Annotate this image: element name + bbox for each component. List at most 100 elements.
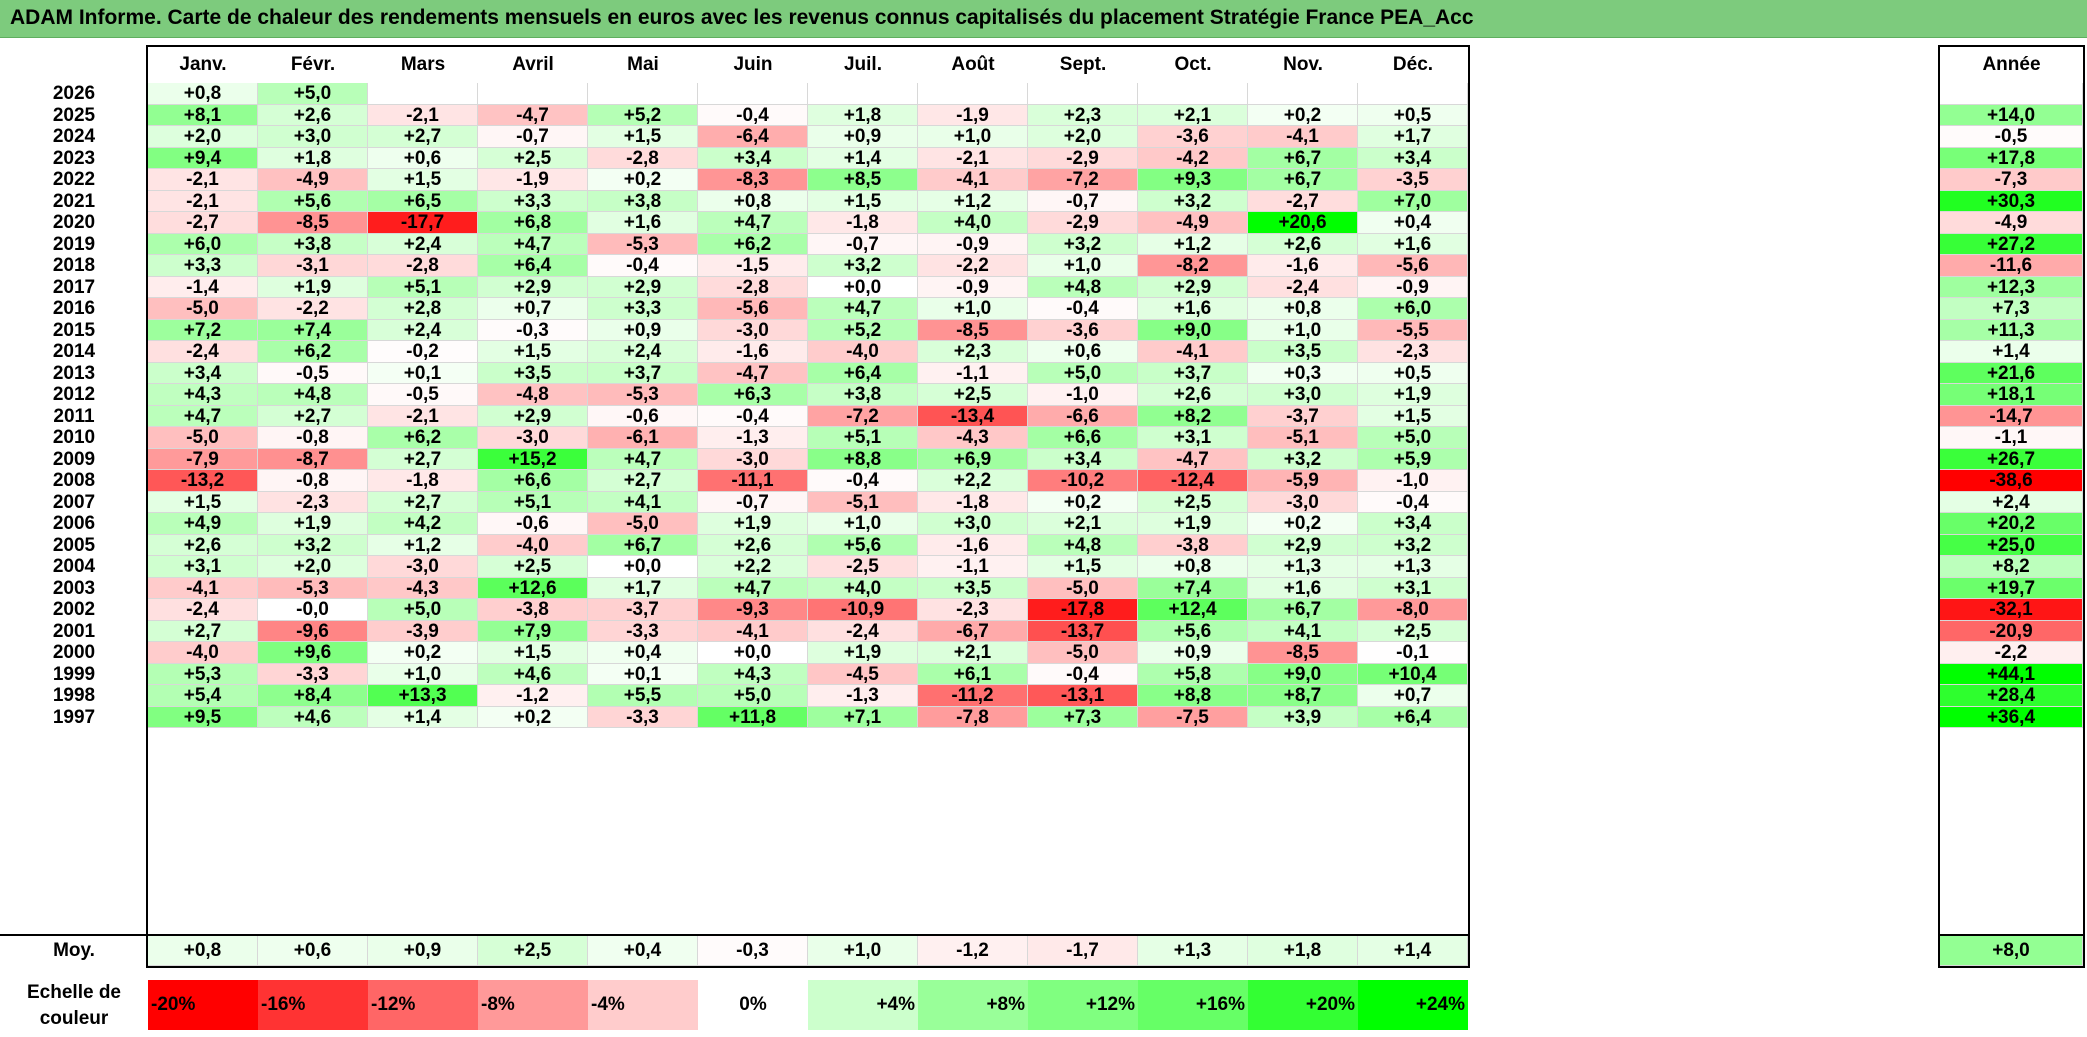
heatmap-cell-2000-mars: +0,2 — [368, 642, 478, 664]
heatmap-cell-2016-avril: +0,7 — [478, 298, 588, 320]
heatmap-cell-2014-oct: -4,1 — [1138, 341, 1248, 363]
heatmap-cell-2015-oct: +9,0 — [1138, 319, 1248, 341]
heatmap-cell-2026-avril — [478, 83, 588, 105]
heatmap-cell-2006-mai: -5,0 — [588, 513, 698, 535]
heatmap-cell-2001-juil: -2,4 — [808, 620, 918, 642]
average-cell-fevr: +0,6 — [258, 936, 368, 966]
color-scale-swatch-plusminus-24pct: +24% — [1358, 980, 1468, 1030]
heatmap-cell-2022-avril: -1,9 — [478, 169, 588, 191]
color-scale-swatch-plusminus-12pct: +12% — [1028, 980, 1138, 1030]
heatmap-cell-2011-sept: -6,6 — [1028, 405, 1138, 427]
heatmap-cell-2021-sept: -0,7 — [1028, 190, 1138, 212]
heatmap-cell-2009-aout: +6,9 — [918, 448, 1028, 470]
heatmap-cell-2017-oct: +2,9 — [1138, 276, 1248, 298]
heatmap-cell-2016-juil: +4,7 — [808, 298, 918, 320]
heatmap-cell-2002-fevr: -0,0 — [258, 599, 368, 621]
heatmap-cell-2007-juil: -5,1 — [808, 491, 918, 513]
heatmap-cell-1999-mai: +0,1 — [588, 663, 698, 685]
heatmap-cell-1997-dec: +6,4 — [1358, 706, 1468, 728]
heatmap-cell-2007-juin: -0,7 — [698, 491, 808, 513]
annual-cell-1999: +44,1 — [1940, 663, 2083, 685]
heatmap-cell-2021-dec: +7,0 — [1358, 190, 1468, 212]
year-label-2025: 2025 — [52, 104, 96, 126]
column-header-avril: Avril — [512, 54, 554, 75]
heatmap-cell-1999-avril: +4,6 — [478, 663, 588, 685]
heatmap-cell-2012-mars: -0,5 — [368, 384, 478, 406]
heatmap-cell-2008-aout: +2,2 — [918, 470, 1028, 492]
heatmap-cell-2001-juin: -4,1 — [698, 620, 808, 642]
heatmap-cell-2020-mars: -17,7 — [368, 212, 478, 234]
year-label-2014: 2014 — [52, 341, 96, 362]
heatmap-cell-2025-mai: +5,2 — [588, 104, 698, 126]
annual-cell-2002: -32,1 — [1940, 599, 2083, 621]
average-separator-line-annual — [1940, 934, 2083, 936]
year-label-2016: 2016 — [52, 298, 96, 319]
year-label-2006: 2006 — [52, 513, 96, 534]
heatmap-cell-2017-mai: +2,9 — [588, 276, 698, 298]
heatmap-cell-2013-mars: +0,1 — [368, 362, 478, 384]
heatmap-cell-2013-fevr: -0,5 — [258, 362, 368, 384]
heatmap-cell-2009-avril: +15,2 — [478, 448, 588, 470]
heatmap-cell-2006-juin: +1,9 — [698, 513, 808, 535]
heatmap-cell-2006-dec: +3,4 — [1358, 513, 1468, 535]
year-label-2021: 2021 — [52, 190, 96, 212]
heatmap-cell-2015-aout: -8,5 — [918, 319, 1028, 341]
heatmap-cell-2009-juil: +8,8 — [808, 448, 918, 470]
heatmap-cell-2024-avril: -0,7 — [478, 126, 588, 148]
heatmap-cell-1999-aout: +6,1 — [918, 663, 1028, 685]
heatmap-cell-1997-avril: +0,2 — [478, 706, 588, 728]
chart-title: ADAM Informe. Carte de chaleur des rende… — [10, 6, 1474, 29]
heatmap-cell-2007-dec: -0,4 — [1358, 491, 1468, 513]
heatmap-cell-2004-avril: +2,5 — [478, 556, 588, 578]
heatmap-cell-2023-juin: +3,4 — [698, 147, 808, 169]
heatmap-cell-2012-sept: -1,0 — [1028, 384, 1138, 406]
year-label-2022: 2022 — [52, 169, 96, 190]
heatmap-cell-2022-sept: -7,2 — [1028, 169, 1138, 191]
column-header-janv: Janv. — [179, 54, 227, 75]
heatmap-cell-2025-janv: +8,1 — [148, 104, 258, 126]
heatmap-cell-2011-mars: -2,1 — [368, 405, 478, 427]
column-header-juin: Juin — [733, 54, 773, 75]
heatmap-cell-2007-nov: -3,0 — [1248, 491, 1358, 513]
average-cell-juil: +1,0 — [808, 936, 918, 966]
heatmap-cell-2020-oct: -4,9 — [1138, 212, 1248, 234]
annual-cell-2017: +12,3 — [1940, 276, 2083, 298]
heatmap-cell-2024-nov: -4,1 — [1248, 126, 1358, 148]
heatmap-cell-2003-dec: +3,1 — [1358, 577, 1468, 599]
heatmap-cell-2019-avril: +4,7 — [478, 233, 588, 255]
heatmap-cell-2009-oct: -4,7 — [1138, 448, 1248, 470]
year-label-2024: 2024 — [52, 126, 96, 147]
heatmap-cell-2021-juil: +1,5 — [808, 190, 918, 212]
heatmap-cell-2009-dec: +5,9 — [1358, 448, 1468, 470]
heatmap-cell-2024-sept: +2,0 — [1028, 126, 1138, 148]
heatmap-cell-2001-fevr: -9,6 — [258, 620, 368, 642]
heatmap-cell-2005-oct: -3,8 — [1138, 534, 1248, 556]
heatmap-cell-2012-mai: -5,3 — [588, 384, 698, 406]
heatmap-cell-2026-dec — [1358, 83, 1468, 105]
heatmap-cell-2001-oct: +5,6 — [1138, 620, 1248, 642]
heatmap-cell-1999-mars: +1,0 — [368, 663, 478, 685]
heatmap-cell-2021-nov: -2,7 — [1248, 190, 1358, 212]
color-scale-swatch-minus-12pct: -12% — [368, 980, 478, 1030]
year-label-2015: 2015 — [52, 319, 96, 341]
heatmap-cell-2010-nov: -5,1 — [1248, 427, 1358, 449]
heatmap-cell-2011-fevr: +2,7 — [258, 405, 368, 427]
heatmap-cell-2010-mai: -6,1 — [588, 427, 698, 449]
heatmap-cell-2000-aout: +2,1 — [918, 642, 1028, 664]
annual-cell-2011: -14,7 — [1940, 405, 2083, 427]
heatmap-cell-2021-oct: +3,2 — [1138, 190, 1248, 212]
year-label-1998: 1998 — [52, 685, 96, 706]
heatmap-cell-2005-mai: +6,7 — [588, 534, 698, 556]
average-annual-cell: +8,0 — [1940, 936, 2083, 966]
year-label-2009: 2009 — [52, 448, 96, 470]
heatmap-cell-2026-aout — [918, 83, 1028, 105]
heatmap-cell-1999-oct: +5,8 — [1138, 663, 1248, 685]
heatmap-cell-1997-aout: -7,8 — [918, 706, 1028, 728]
heatmap-cell-2011-juin: -0,4 — [698, 405, 808, 427]
heatmap-cell-2003-nov: +1,6 — [1248, 577, 1358, 599]
heatmap-cell-2025-avril: -4,7 — [478, 104, 588, 126]
heatmap-cell-2015-dec: -5,5 — [1358, 319, 1468, 341]
heatmap-cell-2012-dec: +1,9 — [1358, 384, 1468, 406]
heatmap-cell-2021-avril: +3,3 — [478, 190, 588, 212]
heatmap-cell-2006-janv: +4,9 — [148, 513, 258, 535]
